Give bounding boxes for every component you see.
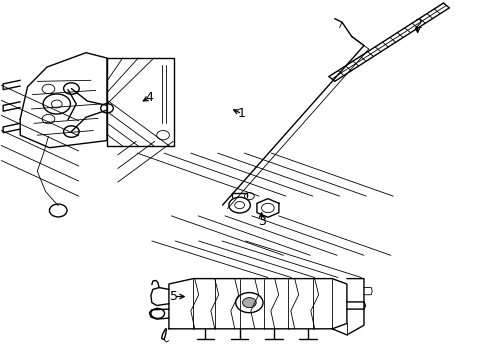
Circle shape xyxy=(242,298,256,308)
Text: 5: 5 xyxy=(169,290,178,303)
Text: 2: 2 xyxy=(413,18,421,31)
Text: 3: 3 xyxy=(257,215,265,228)
Text: 4: 4 xyxy=(145,91,153,104)
Text: 1: 1 xyxy=(238,107,245,120)
